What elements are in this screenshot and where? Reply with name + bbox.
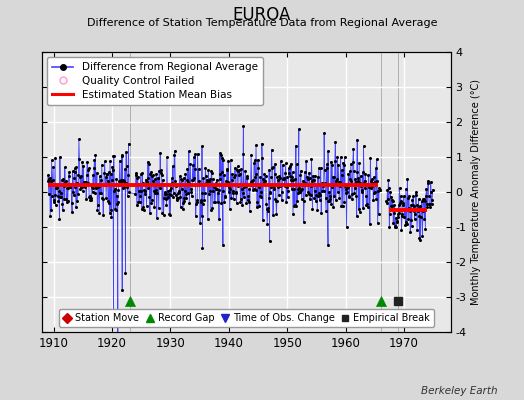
Legend: Station Move, Record Gap, Time of Obs. Change, Empirical Break: Station Move, Record Gap, Time of Obs. C… (59, 309, 434, 327)
Y-axis label: Monthly Temperature Anomaly Difference (°C): Monthly Temperature Anomaly Difference (… (471, 79, 481, 305)
Text: Difference of Station Temperature Data from Regional Average: Difference of Station Temperature Data f… (87, 18, 437, 28)
Text: EUROA: EUROA (233, 6, 291, 24)
Text: Berkeley Earth: Berkeley Earth (421, 386, 498, 396)
